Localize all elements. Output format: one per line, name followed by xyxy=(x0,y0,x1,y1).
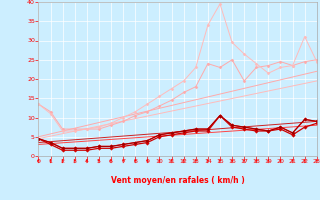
X-axis label: Vent moyen/en rafales ( km/h ): Vent moyen/en rafales ( km/h ) xyxy=(111,176,244,185)
